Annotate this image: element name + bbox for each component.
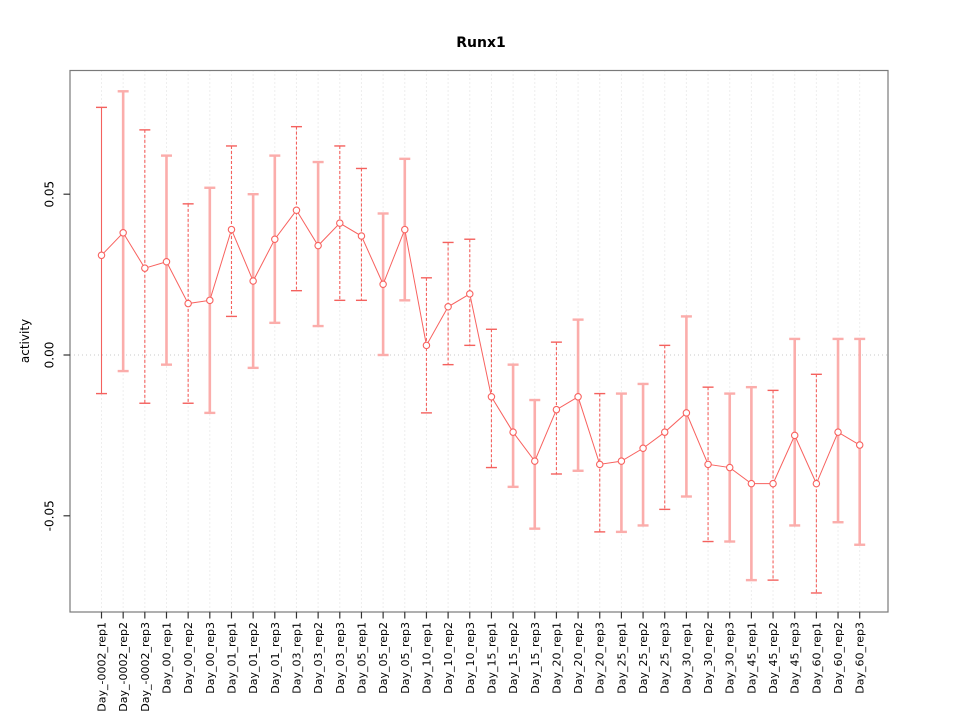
data-point [704,460,712,469]
grid-layer [70,70,888,612]
data-point [574,393,582,401]
data-point [184,299,192,308]
x-tick-label: Day_-0002_rep3 [139,622,152,712]
data-point [249,277,257,285]
x-tick-label: Day_01_rep1 [225,622,238,694]
data-point [812,479,821,488]
data-point [141,264,149,272]
x-tick-label: Day_25_rep2 [637,622,650,694]
x-tick-label: Day_10_rep1 [420,622,433,694]
data-point [639,444,647,453]
x-tick-label: Day_60_rep2 [832,622,845,694]
x-tick-label: Day_-0002_rep2 [117,622,130,712]
x-tick-label: Day_25_rep3 [659,622,672,694]
data-point [725,463,734,472]
x-tick-label: Day_00_rep1 [160,622,173,694]
data-point [401,225,409,234]
data-point [617,457,626,465]
data-point [487,393,496,401]
axis-layer: 0.05 0.00 -0.05 Day_-0002_rep1 Day_-0002_rep… [43,69,889,712]
data-point [336,219,344,227]
data-point [206,296,214,305]
x-tick-label: Day_01_rep2 [247,622,260,694]
data-point [292,206,301,215]
data-point [855,441,864,449]
x-tick-label: Day_01_rep3 [269,622,282,694]
x-tick-label: Day_05_rep1 [355,622,368,694]
data-point [444,303,452,311]
data-point [552,405,561,414]
x-tick-label: Day_20_rep1 [550,622,563,694]
x-tick-label: Day_03_rep1 [290,622,303,694]
x-tick-label: Day_05_rep2 [377,622,390,694]
x-tick-label: Day_45_rep2 [767,622,780,694]
x-tick-label: Day_-0002_rep1 [96,622,109,712]
x-tick-label: Day_03_rep2 [312,622,325,694]
y-tick-label: 0.05 [43,181,57,208]
data-point [531,457,539,465]
data-point [509,428,517,436]
x-tick-label: Day_00_rep2 [182,622,195,694]
data-point [379,280,387,288]
x-tick-label: Day_15_rep3 [529,622,542,694]
data-point [790,431,799,440]
x-tick-label: Day_15_rep1 [485,622,498,694]
data-point [271,235,279,243]
x-tick-label: Day_20_rep2 [572,622,585,694]
data-point [834,428,842,436]
data-point [595,460,604,469]
x-tick-label: Day_20_rep3 [594,622,607,694]
y-tick-label: -0.05 [43,500,57,531]
data-point [682,409,691,417]
x-tick-label: Day_25_rep1 [615,622,628,694]
data-point [660,428,669,436]
data-point [97,251,106,260]
y-axis-title: activity [18,319,32,363]
data-point [747,479,756,488]
data-point [357,232,366,240]
x-tick-label: Day_30_rep2 [702,622,715,694]
data-point [119,229,127,237]
plot-border [69,69,889,613]
x-tick-label: Day_30_rep1 [680,622,693,694]
data-point [422,341,431,350]
x-tick-label: Day_30_rep3 [724,622,737,694]
x-tick-label: Day_45_rep1 [745,622,758,694]
x-tick-label: Day_10_rep2 [442,622,455,694]
data-point [314,241,322,250]
x-tick-label: Day_05_rep3 [399,622,412,694]
y-tick-label: 0.00 [43,342,57,369]
series-layer [96,90,866,594]
data-point [227,225,236,234]
data-point [466,290,474,298]
x-tick-label: Day_45_rep3 [789,622,802,694]
data-point [162,257,171,266]
x-tick-label: Day_15_rep2 [507,622,520,694]
x-tick-label: Day_10_rep3 [464,622,477,694]
series-line [101,209,860,485]
x-tick-label: Day_60_rep3 [854,622,867,694]
x-tick-label: Day_03_rep3 [334,622,347,694]
x-tick-label: Day_60_rep1 [810,622,823,694]
data-point [769,479,777,488]
chart-title: Runx1 [456,35,506,51]
x-tick-label: Day_00_rep3 [204,622,217,694]
